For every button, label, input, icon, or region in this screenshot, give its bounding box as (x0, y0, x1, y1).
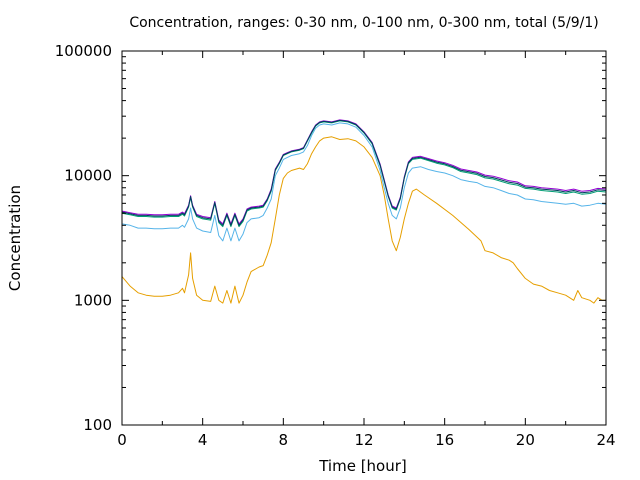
x-tick-label: 12 (354, 431, 373, 449)
y-tick-label: 10000 (64, 167, 112, 185)
chart-title: Concentration, ranges: 0-30 nm, 0-100 nm… (129, 15, 598, 31)
series-layer (121, 119, 607, 304)
plot-frame (121, 50, 607, 426)
series-line-1 (121, 136, 606, 304)
x-tick-label: 20 (516, 431, 535, 449)
plot-border (121, 50, 607, 426)
series-line-2 (121, 122, 607, 242)
y-tick-label: 1000 (74, 291, 112, 309)
x-axis-title: Time [hour] (318, 457, 407, 475)
x-tick-label: 0 (117, 431, 127, 449)
y-tick-label: 100 (83, 416, 112, 434)
x-tick-label: 4 (198, 431, 208, 449)
x-tick-label: 8 (279, 431, 289, 449)
y-axis-title: Concentration (6, 185, 24, 291)
series-line-5 (121, 119, 607, 226)
y-axis-ticks: 100 1000 10000 100000 (55, 42, 606, 434)
x-tick-label: 24 (596, 431, 615, 449)
x-axis-ticks: 0 4 8 12 16 20 24 (117, 51, 616, 449)
y-tick-label: 100000 (55, 42, 112, 60)
x-tick-label: 16 (435, 431, 454, 449)
